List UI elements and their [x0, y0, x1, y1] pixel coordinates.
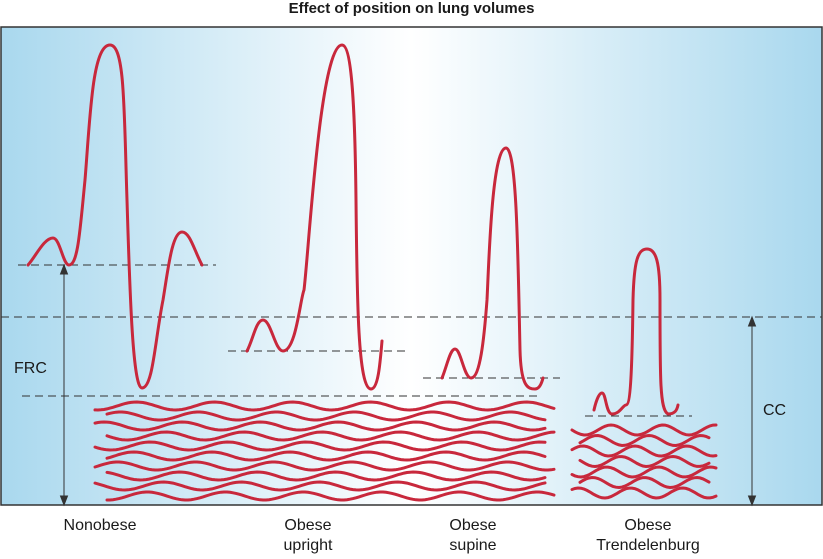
group-label-line2: supine [449, 537, 497, 554]
group-label-obese-supine: Obese supine [413, 516, 533, 556]
obese-supine-trace [440, 146, 545, 391]
cc-arrow-down [747, 495, 757, 507]
alveoli-wave-line [105, 410, 547, 422]
alveoli-wave-line [93, 420, 547, 432]
alveoli-wave-line [570, 486, 718, 500]
alveoli-wave-line [105, 470, 547, 482]
alveoli-wave-line [570, 444, 718, 458]
nonobese-trace [26, 43, 204, 390]
group-label-line1: Nonobese [63, 517, 137, 534]
frc-label: FRC [14, 360, 47, 377]
group-label-line2: upright [283, 537, 333, 554]
alveoli-wave-line [105, 430, 556, 442]
reference-lines [1, 264, 822, 417]
alveoli-wave-line [578, 454, 711, 469]
alveoli-wave-line [578, 433, 711, 448]
obese-trendelenburg-trace [592, 247, 680, 416]
alveoli-wave-line [93, 480, 547, 492]
group-label-nonobese: Nonobese [40, 516, 160, 536]
frc-arrow-up [59, 263, 69, 275]
group-label-obese-upright: Obese upright [248, 516, 368, 556]
alveoli-wave-line [93, 400, 556, 412]
diagram-title: Effect of position on lung volumes [288, 0, 535, 17]
group-label-line2: Trendelenburg [596, 537, 700, 554]
alveoli-wave-line [105, 490, 556, 502]
measurement-arrows [59, 263, 757, 507]
frc-arrow-down [59, 495, 69, 507]
alveoli-wave-line [570, 465, 718, 479]
group-label-line1: Obese [449, 517, 497, 534]
alveoli-wave-line [93, 440, 547, 452]
group-label-line1: Obese [284, 517, 332, 534]
diagram-panel [0, 26, 823, 506]
alveoli-wave-line [578, 475, 711, 490]
alveoli-lines [93, 400, 718, 502]
group-label-line1: Obese [624, 517, 672, 534]
cc-label: CC [763, 402, 787, 419]
obese-upright-trace [245, 43, 384, 391]
spirometry-traces [26, 43, 680, 416]
group-label-obese-trendelenburg: Obese Trendelenburg [573, 516, 723, 556]
alveoli-wave-line [105, 450, 547, 462]
alveoli-wave-line [93, 460, 556, 472]
alveoli-wave-line [570, 423, 718, 437]
cc-arrow-up [747, 315, 757, 327]
